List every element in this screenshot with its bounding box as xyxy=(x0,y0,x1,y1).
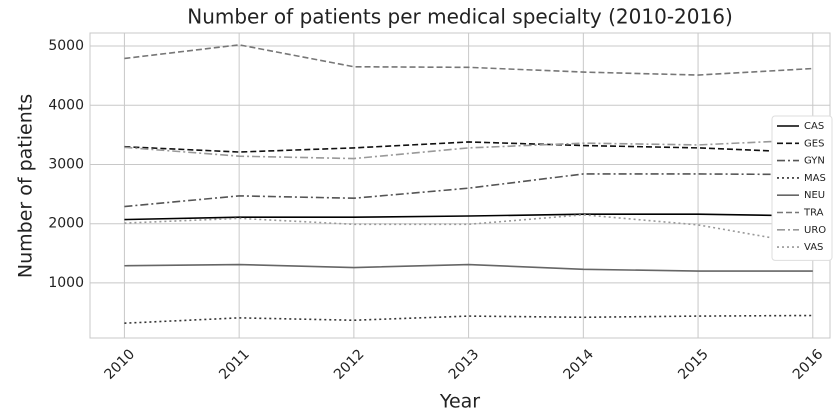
series-line xyxy=(124,141,813,154)
chart-title: Number of patients per medical specialty… xyxy=(187,5,733,29)
series-line xyxy=(124,263,813,272)
legend-label: VAS xyxy=(804,242,823,253)
legend-label: CAS xyxy=(804,121,824,132)
y-axis-label: Number of patients xyxy=(15,94,37,278)
legend-label: URO xyxy=(804,225,826,236)
x-tick-label: 2016 xyxy=(790,346,827,383)
y-tick-label: 1000 xyxy=(48,275,84,291)
series-line xyxy=(124,213,813,221)
plot-frame xyxy=(89,32,831,339)
x-tick-label: 2014 xyxy=(560,346,597,383)
x-tick-label: 2010 xyxy=(102,346,139,383)
x-tick-label: 2011 xyxy=(216,346,253,383)
legend-label: TRA xyxy=(803,208,824,219)
x-axis-label: Year xyxy=(439,391,480,413)
legend-label: GYN xyxy=(804,156,825,167)
x-tick-label: 2013 xyxy=(446,346,483,383)
y-tick-label: 4000 xyxy=(48,97,84,113)
series-line xyxy=(124,138,813,160)
legend-box xyxy=(771,115,833,261)
x-tick-label: 2012 xyxy=(331,346,368,383)
x-tick-label: 2015 xyxy=(675,346,712,383)
y-tick-label: 2000 xyxy=(48,216,84,232)
y-tick-label: 3000 xyxy=(48,156,84,172)
y-tick-label: 5000 xyxy=(48,38,84,54)
series-line xyxy=(124,173,813,208)
legend-label: NEU xyxy=(804,190,825,201)
legend-label: MAS xyxy=(804,173,826,184)
legend-label: GES xyxy=(804,138,824,149)
series-line xyxy=(124,44,813,76)
